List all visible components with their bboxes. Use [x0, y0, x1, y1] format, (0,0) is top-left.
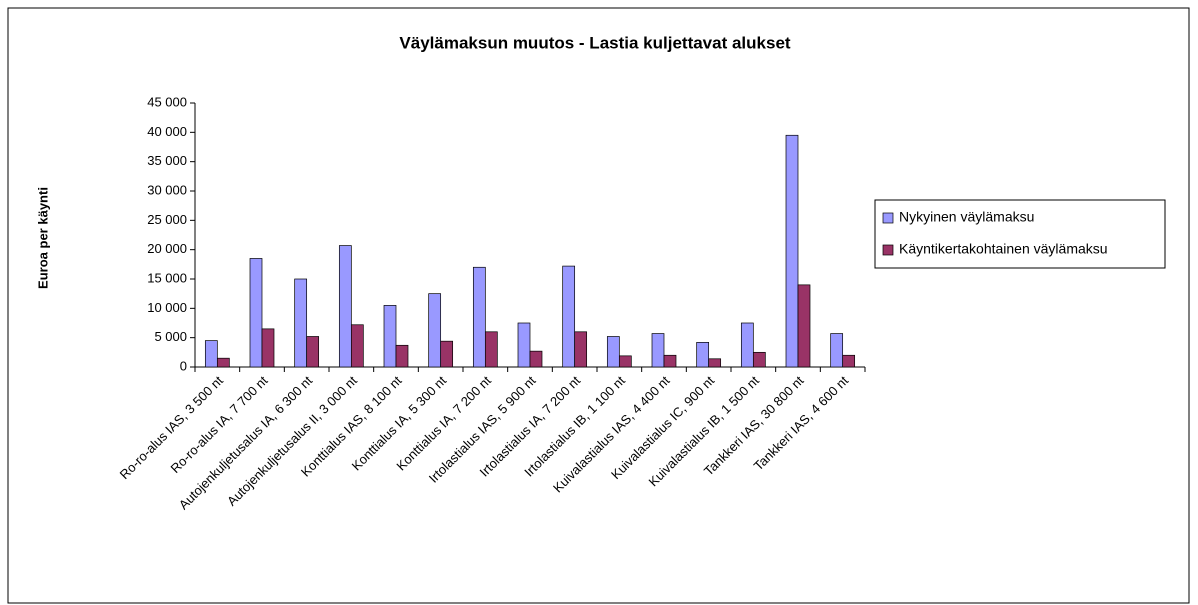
bar [517, 322, 531, 368]
bar [618, 355, 632, 368]
y-tick-label: 0 [180, 358, 187, 373]
bar [440, 340, 454, 368]
bar [249, 258, 263, 368]
bar [708, 358, 722, 368]
bar [696, 342, 710, 368]
y-tick-label: 25 000 [147, 212, 187, 227]
y-tick-label: 5 000 [154, 329, 187, 344]
bar [529, 350, 543, 368]
legend-swatch [882, 212, 894, 224]
bar [306, 336, 320, 368]
bar [574, 331, 588, 368]
bar [842, 354, 856, 368]
legend-label: Nykyinen väylämaksu [899, 209, 1034, 225]
bar [651, 333, 665, 368]
bar [797, 284, 811, 368]
bar [204, 340, 218, 368]
y-tick-label: 20 000 [147, 241, 187, 256]
bar [830, 333, 844, 368]
bar [606, 336, 620, 368]
bar [484, 331, 498, 368]
bar [294, 278, 308, 368]
y-tick-label: 10 000 [147, 300, 187, 315]
bar [785, 134, 799, 368]
y-tick-label: 15 000 [147, 270, 187, 285]
bar [395, 344, 409, 368]
legend-label: Käyntikertakohtainen väylämaksu [899, 241, 1108, 257]
bar [216, 357, 230, 368]
legend-box [874, 199, 1166, 269]
y-tick-label: 45 000 [147, 94, 187, 109]
chart-border [7, 7, 1190, 604]
bar [338, 245, 352, 368]
bar [350, 324, 364, 368]
bar [663, 354, 677, 368]
bar [752, 351, 766, 368]
bar [472, 266, 486, 368]
y-axis-label: Euroa per käynti [35, 187, 50, 289]
bar [562, 265, 576, 368]
chart-title: Väylämaksun muutos - Lastia kuljettavat … [399, 33, 790, 52]
bar [740, 322, 754, 368]
legend-swatch [882, 244, 894, 256]
y-tick-label: 30 000 [147, 182, 187, 197]
y-tick-label: 40 000 [147, 124, 187, 139]
y-tick-label: 35 000 [147, 153, 187, 168]
bar [428, 293, 442, 368]
bar [261, 328, 275, 368]
bar [383, 305, 397, 368]
